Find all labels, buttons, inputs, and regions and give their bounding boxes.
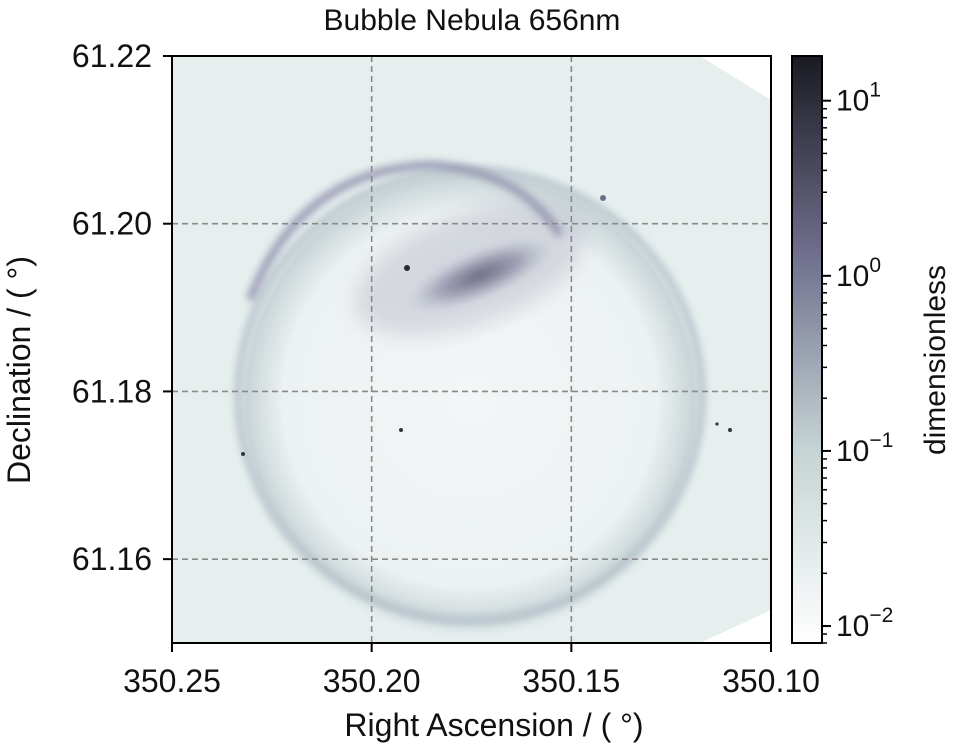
star-2 <box>600 195 606 201</box>
star-1 <box>404 265 410 271</box>
y-tick-label: 61.20 <box>72 206 152 242</box>
axes-frame <box>171 55 772 644</box>
x-tick-label: 350.20 <box>323 663 421 699</box>
upper-arc <box>246 160 564 302</box>
star-4 <box>241 452 245 456</box>
colorbar-label: dimensionless <box>919 265 952 455</box>
filament-halo <box>355 204 585 336</box>
axis-ticks: 350.25 350.20 350.15 350.10 61.16 61.18 61.20 6… <box>72 38 820 699</box>
y-tick-label: 61.22 <box>72 38 152 74</box>
x-tick-label: 350.15 <box>522 663 620 699</box>
x-tick-label: 350.25 <box>123 663 221 699</box>
colorbar-tick-label: 100 <box>836 254 881 293</box>
colorbar: 10−2 10−1 100 101 dimensionless <box>791 55 952 644</box>
y-axis-label: Declination / ( °) <box>1 256 37 484</box>
colorbar-tick-label: 10−2 <box>836 604 893 643</box>
nebula-image <box>172 56 771 643</box>
bubble-shell <box>230 160 710 640</box>
colorbar-body <box>792 56 822 643</box>
star-6 <box>715 422 719 426</box>
x-axis-label: Right Ascension / ( °) <box>344 707 643 743</box>
y-tick-label: 61.16 <box>72 541 152 577</box>
chart-title: Bubble Nebula 656nm <box>324 4 621 37</box>
image-footprint-border-blank <box>700 56 771 100</box>
star-3 <box>399 428 403 432</box>
star-5 <box>728 428 732 432</box>
x-tick-label: 350.10 <box>722 663 820 699</box>
colorbar-tick-label: 101 <box>836 79 881 118</box>
y-tick-label: 61.18 <box>72 373 152 409</box>
colorbar-frame <box>791 55 823 644</box>
grid-lines <box>172 56 771 643</box>
colorbar-tick-label: 10−1 <box>836 429 893 468</box>
colorbar-major-ticks: 10−2 10−1 100 101 <box>821 79 893 643</box>
